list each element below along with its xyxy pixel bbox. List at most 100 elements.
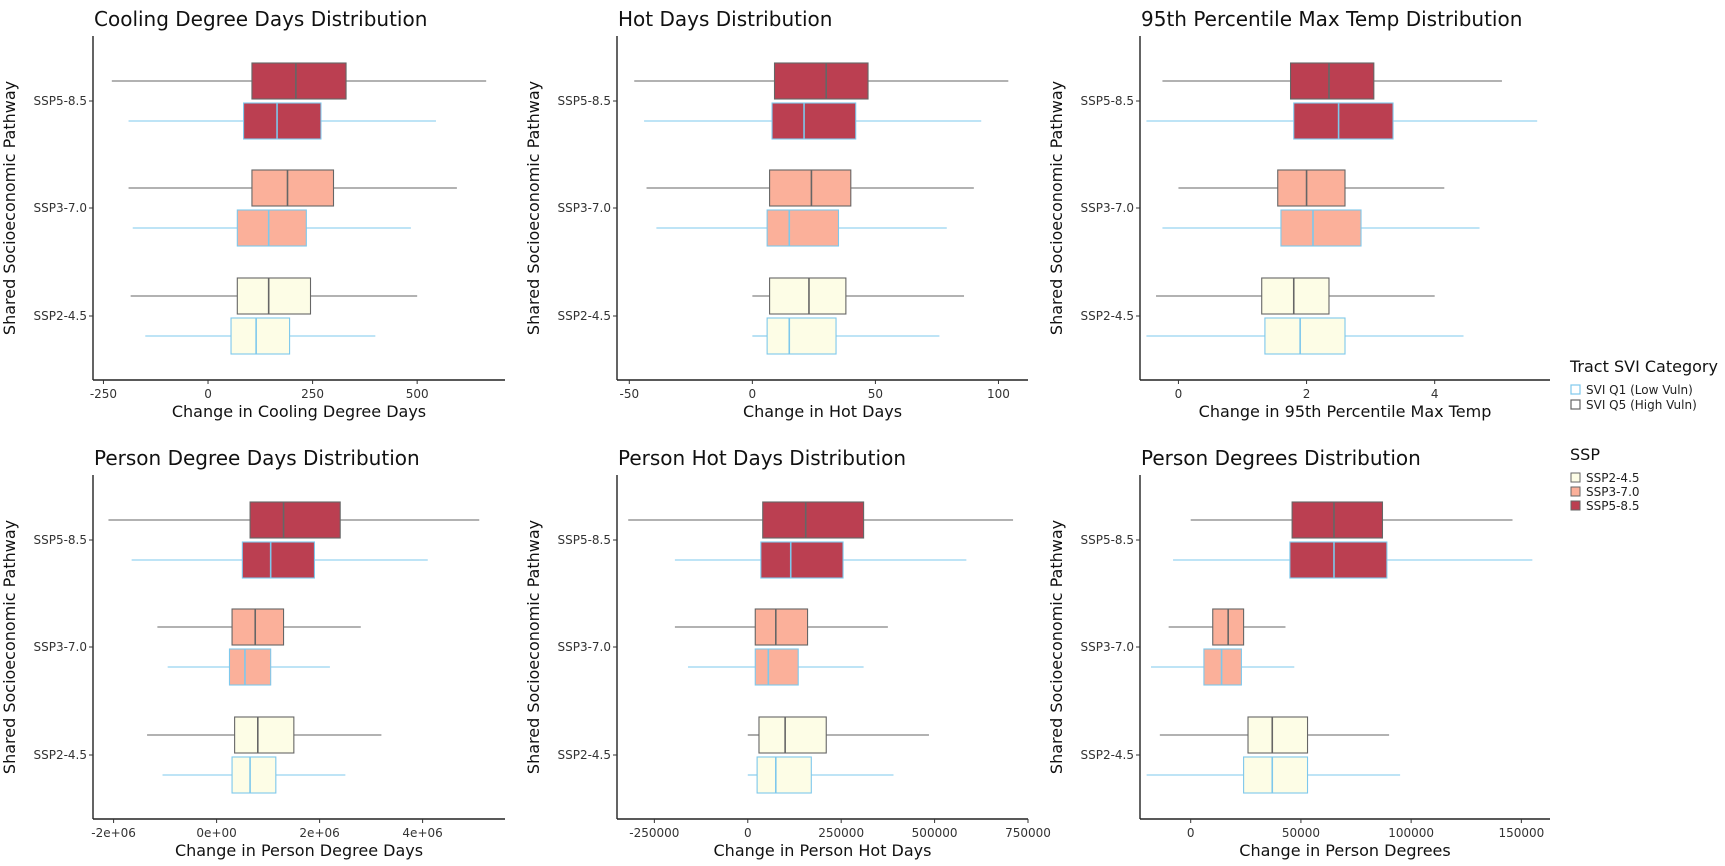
- y-tick-label: SSP2-4.5: [557, 748, 611, 762]
- y-tick-label: SSP2-4.5: [1080, 748, 1134, 762]
- iqr-box: [756, 756, 812, 794]
- y-tick-label: SSP5-8.5: [557, 533, 611, 547]
- y-axis-title: Shared Socioeconomic Pathway: [1047, 81, 1066, 335]
- iqr-box: [251, 169, 335, 207]
- x-tick-label: 0: [749, 387, 757, 401]
- y-tick-label: SSP5-8.5: [557, 94, 611, 108]
- ssp3-legend-label: SSP3-7.0: [1586, 485, 1640, 499]
- y-axis-title: Shared Socioeconomic Pathway: [0, 81, 19, 335]
- ssp5-legend-key: [1570, 500, 1581, 511]
- iqr-box: [769, 277, 847, 315]
- iqr-box: [249, 501, 341, 539]
- box-ssp5-8-5-q5: [111, 62, 487, 100]
- x-axis-title: Change in 95th Percentile Max Temp: [1199, 402, 1492, 421]
- y-axis-title: Shared Socioeconomic Pathway: [0, 520, 19, 774]
- y-tick-label: SSP5-8.5: [1080, 533, 1134, 547]
- panel-title: Person Degree Days Distribution: [94, 446, 420, 470]
- iqr-box: [230, 317, 291, 355]
- y-tick-label: SSP3-7.0: [1080, 640, 1134, 654]
- iqr-box: [1277, 169, 1346, 207]
- y-tick-label: SSP5-8.5: [33, 533, 87, 547]
- panel-title: Hot Days Distribution: [618, 7, 832, 31]
- y-tick-label: SSP3-7.0: [557, 201, 611, 215]
- x-tick-label: 0: [204, 387, 212, 401]
- x-tick-label: 50000: [1282, 826, 1320, 840]
- y-tick-label: SSP3-7.0: [1080, 201, 1134, 215]
- panel-hot-days-distribution: Hot Days Distribution -50 0 50 100 SSP5-8.5 SS…: [524, 7, 1028, 421]
- box-ssp5-8-5-q5: [108, 501, 480, 539]
- iqr-box: [1289, 541, 1388, 579]
- y-tick-label: SSP3-7.0: [557, 640, 611, 654]
- x-tick-label: 2: [1303, 387, 1311, 401]
- box-ssp2-4-5-q1: [752, 317, 940, 355]
- iqr-box: [754, 648, 799, 686]
- x-tick-label: 100: [987, 387, 1010, 401]
- x-axis-title: Change in Person Hot Days: [714, 841, 932, 860]
- y-tick-label: SSP2-4.5: [33, 748, 87, 762]
- svi-q1-legend-key: [1570, 384, 1581, 395]
- panel-title: Person Hot Days Distribution: [618, 446, 906, 470]
- x-tick-label: 2e+06: [299, 826, 339, 840]
- y-tick-label: SSP2-4.5: [33, 309, 87, 323]
- x-tick-label: 750000: [1005, 826, 1051, 840]
- x-tick-label: 50: [868, 387, 883, 401]
- iqr-box: [771, 102, 857, 140]
- iqr-box: [769, 169, 852, 207]
- chart-panels: Cooling Degree Days Distribution-250 0 250…: [0, 7, 1550, 860]
- x-tick-label: 0: [1187, 826, 1195, 840]
- iqr-box: [236, 277, 312, 315]
- ssp5-legend-label: SSP5-8.5: [1586, 499, 1640, 513]
- box-ssp3-7-0-q1: [656, 209, 947, 247]
- iqr-box: [231, 608, 285, 646]
- iqr-box: [231, 756, 277, 794]
- iqr-box: [1280, 209, 1362, 247]
- iqr-box: [758, 716, 827, 754]
- box-ssp5-8-5-q5: [1190, 501, 1513, 539]
- iqr-box: [228, 648, 272, 686]
- svi-q1-legend-label: SVI Q1 (Low Vuln): [1586, 383, 1693, 397]
- box-ssp3-7-0-q5: [1178, 169, 1445, 207]
- y-tick-label: SSP3-7.0: [33, 640, 87, 654]
- box-ssp3-7-0-q5: [674, 608, 888, 646]
- iqr-box: [773, 62, 869, 100]
- x-tick-label: -250000: [629, 826, 679, 840]
- panel-title: Cooling Degree Days Distribution: [94, 7, 427, 31]
- y-tick-label: SSP5-8.5: [1080, 94, 1134, 108]
- box-ssp3-7-0-q1: [132, 209, 411, 247]
- box-ssp5-8-5-q5: [1162, 62, 1502, 100]
- x-tick-label: 0e+00: [196, 826, 236, 840]
- x-tick-label: -50: [620, 387, 640, 401]
- box-ssp3-7-0-q1: [1162, 209, 1480, 247]
- box-ssp2-4-5-q1: [1146, 317, 1464, 355]
- iqr-box: [766, 317, 837, 355]
- iqr-box: [1291, 501, 1384, 539]
- svi-q5-legend-key: [1570, 399, 1581, 410]
- x-tick-label: 4: [1431, 387, 1439, 401]
- panel-title: Person Degrees Distribution: [1141, 446, 1421, 470]
- y-tick-label: SSP2-4.5: [557, 309, 611, 323]
- box-ssp5-8-5-q1: [674, 541, 967, 579]
- box-ssp2-4-5-q1: [145, 317, 376, 355]
- x-tick-label: 150000: [1498, 826, 1544, 840]
- iqr-box: [762, 501, 865, 539]
- x-tick-label: 500000: [912, 826, 958, 840]
- box-ssp3-7-0-q1: [687, 648, 864, 686]
- ssp2-legend-label: SSP2-4.5: [1586, 471, 1640, 485]
- box-ssp2-4-5-q1: [747, 756, 894, 794]
- x-tick-label: 0: [1175, 387, 1183, 401]
- legend: Tract SVI Category SVI Q1 (Low Vuln) SVI…: [1569, 357, 1718, 513]
- iqr-box: [754, 608, 809, 646]
- x-tick-label: 0: [744, 826, 752, 840]
- box-ssp2-4-5-q5: [130, 277, 418, 315]
- box-ssp5-8-5-q1: [128, 102, 436, 140]
- x-axis-title: Change in Person Degree Days: [175, 841, 423, 860]
- iqr-box: [1289, 62, 1375, 100]
- x-axis-title: Change in Person Degrees: [1239, 841, 1450, 860]
- iqr-box: [1203, 648, 1242, 686]
- box-ssp3-7-0-q5: [128, 169, 457, 207]
- box-ssp3-7-0-q5: [1168, 608, 1286, 646]
- box-ssp5-8-5-q1: [1173, 541, 1533, 579]
- box-ssp2-4-5-q5: [1159, 716, 1390, 754]
- x-tick-label: 4e+06: [402, 826, 442, 840]
- iqr-box: [1243, 756, 1309, 794]
